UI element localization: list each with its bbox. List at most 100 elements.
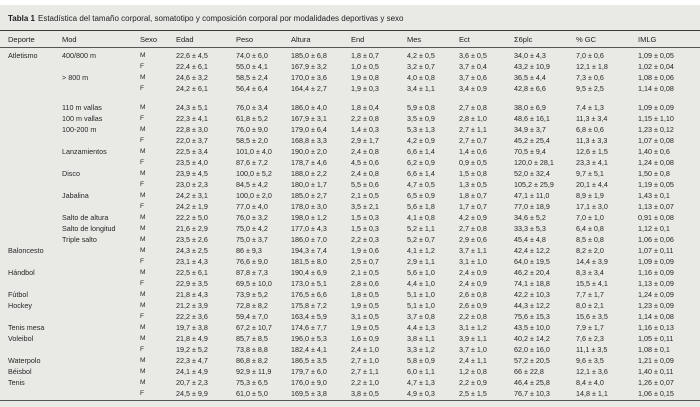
cell-ect: 2,4 ± 0,9 [459, 268, 487, 277]
cell-peso: 75,0 ± 4,2 [236, 224, 268, 233]
cell-peso: 69,5 ± 10,0 [236, 279, 272, 288]
cell-imlg: 1,14 ± 0,08 [638, 84, 674, 93]
cell-sum6plc: 43,2 ± 10,9 [514, 62, 550, 71]
cell-deporte [0, 256, 62, 267]
cell-deporte: Tenis mesa [8, 323, 45, 332]
cell-sexo: M [140, 52, 146, 59]
cell-edad: 21,6 ± 2,9 [176, 224, 208, 233]
cell-mes: 4,1 ± 1,2 [407, 246, 435, 255]
cell-mod [62, 179, 140, 190]
cell-imlg: 1,23 ± 0,09 [638, 301, 674, 310]
cell-peso: 61,0 ± 5,0 [236, 388, 291, 401]
cell-edad: 24,2 ± 1,9 [176, 202, 208, 211]
cell-imlg: 1,15 ± 1,10 [638, 114, 674, 123]
table-row: Jabalina M 24,2 ± 3,1 100,0 ± 2,0 185,0 ± 2,… [0, 190, 700, 201]
cell-ect: 2,6 ± 0,9 [459, 301, 487, 310]
table-row: > 800 m M 24,6 ± 3,2 58,5 ± 2,4 170,0 ± 3,6 1… [0, 72, 700, 83]
cell-altura: 164,4 ± 2,7 [291, 84, 327, 93]
cell-edad: 23,0 ± 2,3 [176, 180, 208, 189]
cell-pct-gc: 7,3 ± 0,6 [576, 73, 604, 82]
cell-edad: 21,8 ± 4,9 [176, 334, 208, 343]
cell-imlg: 1,07 ± 0,08 [638, 136, 674, 145]
cell-altura: 167,9 ± 3,2 [291, 62, 327, 71]
cell-end: 1,8 ± 0,5 [351, 290, 379, 299]
table-row: 100-200 m M 22,8 ± 3,0 76,0 ± 9,0 179,0 ± 6,… [0, 124, 700, 135]
cell-imlg: 1,14 ± 0,08 [638, 312, 674, 321]
cell-altura: 186,5 ± 3,5 [291, 356, 327, 365]
cell-sum6plc: 42,8 ± 6,6 [514, 84, 546, 93]
cell-altura: 176,5 ± 6,6 [291, 290, 327, 299]
cell-edad: 24,5 ± 9,9 [176, 388, 236, 401]
table-row: F 23,0 ± 2,3 84,5 ± 4,2 180,0 ± 1,7 5,5 ± 0,… [0, 179, 700, 190]
table-row: F 22,0 ± 3,7 58,5 ± 2,0 168,8 ± 3,3 2,9 ± 1,… [0, 135, 700, 146]
cell-edad: 22,8 ± 3,0 [176, 125, 208, 134]
cell-deporte [0, 234, 62, 245]
cell-end: 4,5 ± 0,6 [351, 158, 379, 167]
cell-sum6plc: 66 ± 22,8 [514, 367, 544, 376]
cell-deporte [0, 212, 62, 223]
cell-sexo: M [140, 236, 146, 243]
cell-sexo: M [140, 335, 146, 342]
cell-altura: 167,9 ± 3,1 [291, 114, 327, 123]
cell-mes: 6,5 ± 0,9 [407, 191, 435, 200]
cell-ect: 2,6 ± 0,8 [459, 290, 487, 299]
cell-ect: 1,8 ± 0,7 [459, 191, 487, 200]
table-row: Salto de longitud M 21,6 ± 2,9 75,0 ± 4,2 17… [0, 223, 700, 234]
table-row: Triple salto M 23,5 ± 2,6 75,0 ± 3,7 186,0 ±… [0, 234, 700, 245]
cell-mes: 3,5 ± 0,9 [407, 114, 435, 123]
cell-sexo: M [140, 148, 146, 155]
cell-altura: 185,0 ± 2,7 [291, 191, 327, 200]
cell-sexo: F [140, 258, 145, 265]
table-row: F 24,2 ± 1,9 77,0 ± 4,0 178,0 ± 3,0 3,5 ± 2,… [0, 201, 700, 212]
cell-imlg: 1,09 ± 0,05 [638, 51, 674, 60]
cell-altura: 168,8 ± 3,3 [291, 136, 327, 145]
cell-pct-gc: 15,5 ± 4,1 [576, 279, 608, 288]
table-row: 100 m vallas F 22,3 ± 4,1 61,8 ± 5,2 167,9 ±… [0, 113, 700, 124]
cell-deporte: Baloncesto [8, 246, 44, 255]
cell-sum6plc: 34,0 ± 4,3 [514, 51, 546, 60]
cell-peso: 56,4 ± 6,4 [236, 84, 268, 93]
cell-pct-gc: 8,9 ± 1,9 [576, 191, 604, 200]
cell-sum6plc: 33,3 ± 5,3 [514, 224, 546, 233]
cell-mes: 6,6 ± 1,4 [407, 169, 435, 178]
table-row: Hockey M 21,2 ± 3,9 72,8 ± 8,2 175,8 ± 7,2 1,… [0, 300, 700, 311]
column-header-deporte: Deporte [0, 31, 62, 48]
cell-sum6plc: 34,6 ± 5,2 [514, 213, 546, 222]
table-row: F 24,2 ± 6,1 56,4 ± 6,4 164,4 ± 2,7 1,9 ± 0,… [0, 83, 700, 102]
cell-end: 2,8 ± 0,6 [351, 279, 379, 288]
cell-sum6plc: 36,5 ± 4,4 [514, 73, 546, 82]
stats-table: Deporte Mod Sexo Edad Peso Altura End Mes Ect Σ6p… [0, 31, 700, 401]
cell-sexo: M [140, 104, 146, 111]
cell-peso: 76,6 ± 9,0 [236, 257, 268, 266]
cell-edad: 23,5 ± 4,0 [176, 158, 208, 167]
table-row: F 23,5 ± 4,0 87,6 ± 7,2 178,7 ± 4,6 4,5 ± 0,… [0, 157, 700, 168]
cell-edad: 22,4 ± 6,1 [176, 62, 208, 71]
cell-imlg: 1,21 ± 0,09 [638, 356, 674, 365]
cell-deporte: Voleibol [8, 334, 34, 343]
cell-peso: 76,0 ± 9,0 [236, 125, 268, 134]
cell-deporte [0, 113, 62, 124]
cell-edad: 24,6 ± 3,2 [176, 73, 208, 82]
cell-ect: 3,7 ± 0,4 [459, 62, 487, 71]
cell-sexo: M [140, 247, 146, 254]
cell-peso: 73,9 ± 5,2 [236, 290, 268, 299]
table-row: Tenis M 20,7 ± 2,3 75,3 ± 6,5 176,0 ± 9,0 2,2… [0, 377, 700, 388]
cell-mod [62, 278, 140, 289]
cell-sexo: M [140, 126, 146, 133]
cell-peso: 87,8 ± 7,3 [236, 268, 268, 277]
cell-mod [62, 135, 140, 146]
cell-sexo: M [140, 192, 146, 199]
cell-sexo: F [140, 181, 145, 188]
cell-end: 2,5 ± 0,7 [351, 257, 379, 266]
cell-mes: 4,9 ± 0,3 [407, 388, 459, 401]
cell-peso: 75,0 ± 3,7 [236, 235, 268, 244]
cell-end: 2,7 ± 1,0 [351, 356, 379, 365]
cell-imlg: 1,43 ± 0,1 [638, 191, 670, 200]
cell-mod: 100-200 m [62, 125, 97, 134]
cell-mes: 5,9 ± 0,8 [407, 103, 435, 112]
cell-edad: 22,2 ± 5,0 [176, 213, 208, 222]
cell-edad: 21,2 ± 3,9 [176, 301, 208, 310]
cell-ect: 0,9 ± 0,5 [459, 158, 487, 167]
cell-mes: 5,6 ± 1,0 [407, 268, 435, 277]
cell-pct-gc: 12,1 ± 1,8 [576, 62, 608, 71]
